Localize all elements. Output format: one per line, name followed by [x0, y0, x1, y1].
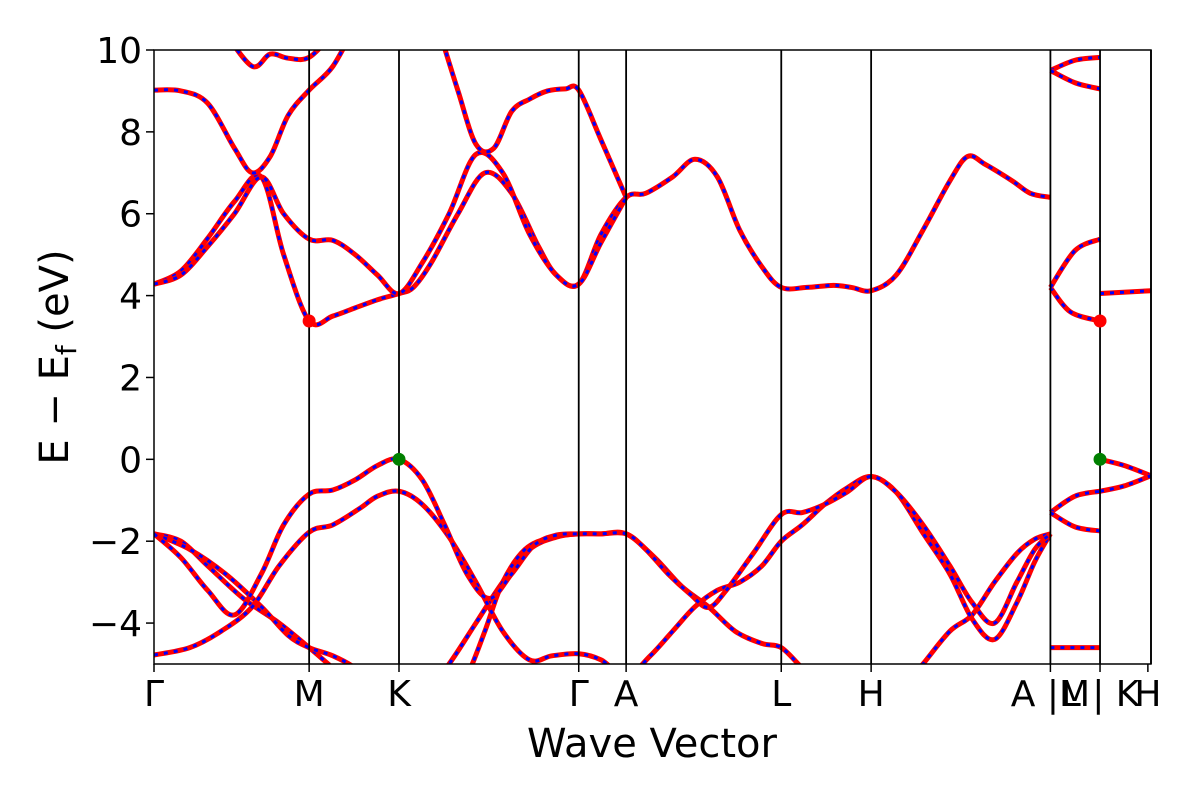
vbm-marker-2: [392, 452, 406, 466]
band-dash-i4: [1049, 237, 1101, 289]
band-dash-v1: [154, 530, 1051, 664]
band-line-i4: [1048, 236, 1102, 289]
band-line-i6: [1049, 68, 1101, 92]
x-tick-label: A: [614, 674, 639, 715]
band-line-c2: [154, 150, 629, 297]
band-line-c5: [234, 50, 322, 70]
x-tick-label: A |M: [1011, 674, 1090, 715]
x-tick-label: H: [1134, 674, 1161, 715]
y-tick-label: −2: [89, 522, 142, 563]
band-line-i8: [1099, 456, 1151, 479]
y-axis-title-tail: (eV): [32, 249, 78, 345]
x-tick-label: Γ: [569, 674, 589, 715]
x-tick-label: M: [294, 674, 325, 715]
y-axis-title-main: E − E: [32, 355, 78, 465]
band-line-i5: [1049, 54, 1101, 73]
x-tick-label: Γ: [144, 674, 164, 715]
band-line-v3: [154, 474, 1053, 664]
kpoint-vertical-lines: [308, 50, 1152, 664]
x-axis-title: Wave Vector: [527, 721, 778, 767]
x-tick-label: H: [858, 674, 885, 715]
band-line-i2: [1049, 510, 1101, 534]
y-axis-title: E − Ef (eV): [32, 249, 83, 464]
y-tick-label: 2: [119, 358, 142, 399]
x-tick-label: L: [771, 674, 791, 715]
y-tick-label: 6: [119, 195, 142, 236]
x-tick-label: L | K: [1061, 674, 1141, 715]
band-dash-i3: [1049, 286, 1101, 323]
y-tick-label: 4: [119, 277, 142, 318]
band-line-i9: [1099, 473, 1151, 494]
band-lines: [154, 50, 1151, 664]
band-line-v1: [154, 529, 1052, 664]
band-line-v2: [154, 531, 580, 664]
band-dash-c4: [443, 50, 628, 198]
band-edge-markers: [302, 314, 1107, 466]
band-line-i3: [1048, 285, 1101, 324]
y-axis-title-sub: f: [50, 344, 83, 355]
cbm-marker-1: [1093, 314, 1107, 328]
cbm-marker-0: [302, 314, 316, 328]
band-dash-v3: [154, 475, 1052, 664]
band-line-c3: [154, 50, 346, 176]
x-tick-label: K: [387, 674, 412, 715]
y-tick-label: 0: [119, 440, 142, 481]
y-tick-label: −4: [89, 604, 142, 645]
band-dash-c3: [154, 50, 345, 175]
vbm-marker-3: [1093, 452, 1107, 466]
band-dash-v_top: [154, 457, 1052, 626]
y-tick-label: 8: [119, 113, 142, 154]
band-dash-i10: [1099, 289, 1151, 296]
y-axis-ticks: −4 −2 0 2 4 6 8 10: [89, 31, 154, 645]
band-line-v_top: [154, 456, 1053, 627]
plot-frame: [153, 49, 1152, 665]
y-tick-label: 10: [96, 31, 142, 72]
band-line-i1: [1048, 488, 1101, 515]
